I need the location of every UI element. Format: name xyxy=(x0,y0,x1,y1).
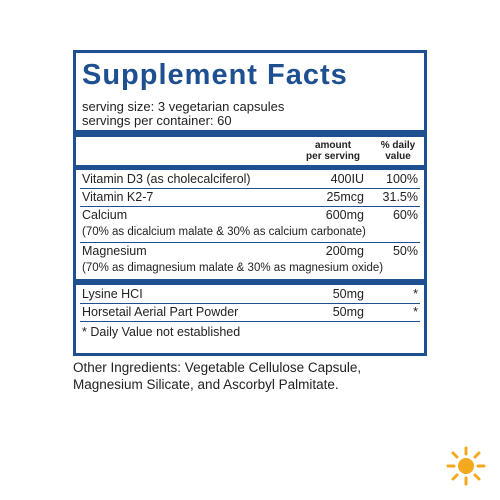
nutrient-name: Vitamin D3 (as cholecalciferol) xyxy=(82,172,251,186)
facts-panel: Supplement Facts serving size: 3 vegetar… xyxy=(73,50,427,356)
daily-value: 100% xyxy=(386,172,418,186)
header-line: % daily xyxy=(380,140,416,151)
amount: 200mg xyxy=(325,244,364,258)
nutrient-name: Calcium xyxy=(82,208,128,222)
row-rule xyxy=(80,303,420,304)
row-rule xyxy=(80,188,420,189)
other-ingredients: Magnesium Silicate, and Ascorbyl Palmita… xyxy=(73,377,339,392)
amount: 50mg xyxy=(332,305,364,319)
daily-value: * xyxy=(413,305,418,319)
daily-value: 50% xyxy=(392,244,418,258)
footnote: * Daily Value not established xyxy=(82,325,241,339)
row-rule xyxy=(80,321,420,322)
servings: servings per container: 60 xyxy=(82,113,232,128)
nutrient-name: Vitamin K2-7 xyxy=(82,190,154,204)
other-ingredients: Other Ingredients: Vegetable Cellulose C… xyxy=(73,360,362,375)
daily-value: 31.5% xyxy=(382,190,418,204)
row-rule xyxy=(80,206,420,207)
daily-value: 60% xyxy=(392,208,418,222)
serving-size: serving size: 3 vegetarian capsules xyxy=(82,99,285,114)
daily-value: * xyxy=(413,287,418,301)
header-line: per serving xyxy=(306,151,360,162)
dv-header: % daily value xyxy=(374,140,422,162)
row-rule xyxy=(80,242,420,243)
nutrient-name: Lysine HCI xyxy=(82,287,143,301)
header-line: amount xyxy=(314,140,352,151)
amount: 25mcg xyxy=(326,190,364,204)
sun-icon xyxy=(446,446,486,486)
nutrient-note: (70% as dimagnesium malate & 30% as magn… xyxy=(82,262,384,274)
amount: 400IU xyxy=(330,172,364,186)
amount: 50mg xyxy=(332,287,364,301)
amount: 600mg xyxy=(325,208,364,222)
title: Supplement Facts xyxy=(82,59,348,91)
thick-rule xyxy=(76,279,424,285)
nutrient-name: Magnesium xyxy=(82,244,147,258)
nutrient-note: (70% as dicalcium malate & 30% as calciu… xyxy=(82,226,366,238)
header-line: value xyxy=(385,151,411,162)
thick-rule xyxy=(76,165,424,170)
nutrient-name: Horsetail Aerial Part Powder xyxy=(82,305,239,319)
amount-header: amount per serving xyxy=(298,140,368,162)
thick-rule xyxy=(76,130,424,137)
